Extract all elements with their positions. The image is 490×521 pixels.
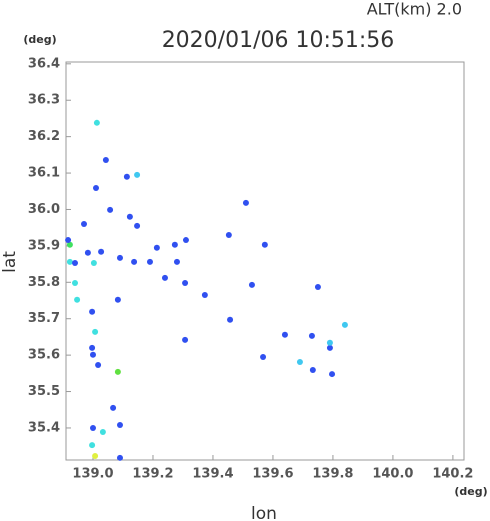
point [80,221,87,228]
point [341,321,348,328]
y-tick-label: 35.9 [28,238,60,253]
point [134,222,141,229]
plot-area [65,61,465,461]
point [89,351,96,358]
x-tick-label: 140.2 [432,467,473,482]
point [173,258,180,265]
point [66,258,73,265]
point [84,249,91,256]
x-axis-label: lon [251,504,277,521]
y-tick-label: 36.2 [28,129,60,144]
point [131,258,138,265]
x-tick-label: 139.0 [72,467,113,482]
point [107,206,114,213]
point [123,173,130,180]
point [71,260,78,267]
point [153,244,160,251]
x-tick-label: 139.4 [192,467,233,482]
point [146,258,153,265]
point [66,241,73,248]
point [329,371,336,378]
point [92,328,99,335]
point [134,171,141,178]
point [261,241,268,248]
x-tick-label: 139.8 [312,467,353,482]
point [296,359,303,366]
point [225,231,232,238]
x-unit: (deg) [454,485,487,498]
point [116,254,123,261]
point [99,428,106,435]
point [182,280,189,287]
chart-title: 2020/01/06 10:51:56 [162,28,395,53]
point [110,404,117,411]
y-unit: (deg) [23,33,56,46]
point [326,339,333,346]
point [71,280,78,287]
point [308,332,315,339]
point [89,442,96,449]
point [227,316,234,323]
point [74,296,81,303]
y-tick-label: 36.0 [28,202,60,217]
point [92,184,99,191]
point [281,331,288,338]
y-axis-label: lat [0,251,20,273]
point [89,344,96,351]
altitude-label: ALT(km) 2.0 [367,0,462,19]
y-tick-label: 35.5 [28,384,60,399]
point [89,424,96,431]
point [248,281,255,288]
point [90,260,97,267]
x-tick-label: 139.6 [252,467,293,482]
y-tick-label: 36.4 [28,56,60,71]
point [116,422,123,429]
point [114,296,121,303]
point [93,119,100,126]
point [201,292,208,299]
y-tick-label: 35.8 [28,275,60,290]
point [98,248,105,255]
point [326,344,333,351]
point [126,213,133,220]
point [309,367,316,374]
point [95,361,102,368]
y-tick-label: 35.7 [28,311,60,326]
point [260,353,267,360]
point [314,284,321,291]
point [242,199,249,206]
y-tick-label: 35.4 [28,420,60,435]
x-tick-label: 139.2 [132,467,173,482]
point [102,156,109,163]
y-tick-label: 36.1 [28,166,60,181]
point [114,368,121,375]
point [182,336,189,343]
point [171,241,178,248]
point [65,237,72,244]
y-tick-label: 35.6 [28,348,60,363]
point [89,308,96,315]
point [92,452,99,459]
point [182,237,189,244]
point [161,274,168,281]
y-tick-label: 36.3 [28,93,60,108]
point [116,454,123,461]
x-tick-label: 140.0 [372,467,413,482]
